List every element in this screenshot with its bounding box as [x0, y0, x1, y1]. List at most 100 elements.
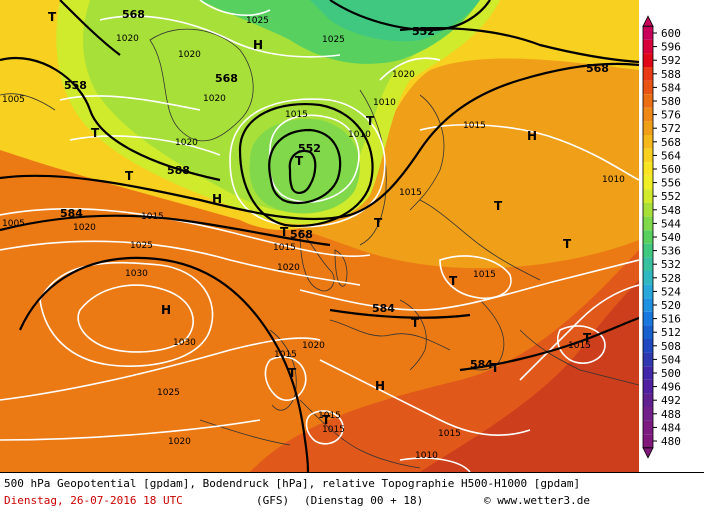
legend-color-swatch: [643, 243, 653, 258]
pressure-label: 1005: [2, 95, 25, 105]
pressure-label: 1020: [175, 138, 198, 148]
legend-color-swatch: [643, 203, 653, 217]
pressure-label: 1030: [173, 338, 196, 348]
pressure-label: 1025: [157, 388, 180, 398]
legend-value-label: 520: [661, 299, 681, 312]
low-pressure-marker: T: [295, 154, 304, 168]
legend-value-label: 488: [661, 408, 681, 421]
high-pressure-marker: H: [253, 38, 263, 52]
geopotential-label: 584: [60, 207, 83, 220]
legend-value-label: 552: [661, 190, 681, 203]
weather-map: 568 552 558 568 588 584 552 568 568 584 …: [0, 0, 639, 472]
geopotential-label: 584: [470, 358, 493, 371]
legend-bottom-arrow: [642, 447, 654, 459]
legend-color-swatch: [643, 311, 653, 326]
low-pressure-marker: T: [322, 413, 331, 427]
geopotential-label: 552: [412, 25, 435, 38]
pressure-label: 1020: [392, 70, 415, 80]
geopotential-label: 568: [586, 62, 609, 75]
low-pressure-marker: T: [125, 169, 134, 183]
pressure-label: 1025: [322, 35, 345, 45]
pressure-label: 1020: [302, 341, 325, 351]
pressure-label: 1020: [178, 50, 201, 60]
pressure-label: 1030: [125, 269, 148, 279]
legend-value-label: 532: [661, 258, 681, 271]
legend-value-label: 508: [661, 340, 681, 353]
geopotential-labels: 568 552 558 568 588 584 552 568 568 584 …: [60, 8, 609, 371]
geopotential-label: 588: [167, 164, 190, 177]
legend-scale: 6005965925885845805765725685645605565525…: [642, 15, 681, 459]
legend-value-label: 568: [661, 136, 681, 149]
legend-color-swatch: [643, 407, 653, 421]
pressure-label: 1015: [473, 270, 496, 280]
legend-color-swatch: [643, 39, 653, 54]
legend-value-label: 544: [661, 217, 681, 230]
legend-value-label: 584: [661, 81, 681, 94]
legend-color-swatch: [643, 298, 653, 312]
legend-color-swatch: [643, 107, 653, 122]
pressure-label: 1020: [73, 223, 96, 233]
low-pressure-centers: T T T T T T T T T T T T T T T: [48, 10, 592, 427]
pressure-label: 1015: [318, 411, 341, 421]
geopotential-label: 584: [372, 302, 395, 315]
legend-color-swatch: [643, 339, 653, 353]
low-pressure-marker: T: [491, 361, 500, 375]
map-footer: 500 hPa Geopotential [gpdam], Bodendruck…: [0, 472, 704, 514]
legend-color-swatch: [643, 379, 653, 394]
legend-color-swatch: [643, 26, 653, 40]
pressure-label: 1010: [602, 175, 625, 185]
legend-color-swatch: [643, 393, 653, 407]
legend-color-swatch: [643, 216, 653, 231]
legend-value-label: 556: [661, 177, 681, 190]
legend-color-swatch: [643, 366, 653, 380]
legend-value-label: 572: [661, 122, 681, 135]
legend-color-swatch: [643, 284, 653, 299]
pressure-label: 1015: [568, 341, 591, 351]
legend-value-label: 500: [661, 367, 681, 380]
legend-color-swatch: [643, 53, 653, 67]
legend-color-swatch: [643, 80, 653, 95]
pressure-label: 1015: [274, 350, 297, 360]
legend-value-label: 564: [661, 149, 681, 162]
low-pressure-marker: T: [494, 199, 503, 213]
hottest-zone-shading: [420, 280, 639, 472]
pressure-label: 1020: [168, 437, 191, 447]
legend-color-swatch: [643, 175, 653, 190]
low-pressure-marker: T: [583, 331, 592, 345]
pressure-label: 1005: [2, 219, 25, 229]
pressure-label: 1015: [438, 429, 461, 439]
low-pressure-marker: T: [411, 316, 420, 330]
legend-value-label: 484: [661, 421, 681, 434]
low-pressure-marker: T: [563, 237, 572, 251]
geopotential-label: 568: [215, 72, 238, 85]
legend-value-label: 496: [661, 381, 681, 394]
geopotential-contours: [0, 0, 639, 472]
pressure-label: 1015: [463, 121, 486, 131]
legend-color-swatch: [643, 352, 653, 367]
geopotential-label: 552: [298, 142, 321, 155]
legend-value-label: 548: [661, 204, 681, 217]
map-description: 500 hPa Geopotential [gpdam], Bodendruck…: [4, 477, 581, 490]
legend-value-label: 592: [661, 54, 681, 67]
model-name: (GFS): [256, 494, 290, 507]
legend-frame: [642, 25, 654, 449]
legend-color-swatch: [643, 121, 653, 135]
pressure-label: 1020: [203, 94, 226, 104]
legend-color-swatch: [643, 67, 653, 81]
legend-color-swatch: [643, 434, 653, 448]
pressure-label: 1015: [273, 243, 296, 253]
low-pressure-marker: T: [91, 126, 100, 140]
pressure-label: 1020: [116, 34, 139, 44]
low-pressure-marker: T: [48, 10, 57, 24]
legend-top-arrow: [642, 15, 654, 27]
legend-value-label: 600: [661, 27, 681, 40]
legend-color-swatch: [643, 420, 653, 435]
geopotential-label: 558: [64, 79, 87, 92]
trough-deep-shading: [310, 0, 480, 42]
source-credit[interactable]: © www.wetter3.de: [484, 494, 590, 507]
legend-value-label: 492: [661, 394, 681, 407]
low-pressure-marker: T: [366, 114, 375, 128]
legend-value-label: 512: [661, 326, 681, 339]
low-pressure-marker: T: [449, 274, 458, 288]
pressure-label: 1025: [130, 241, 153, 251]
